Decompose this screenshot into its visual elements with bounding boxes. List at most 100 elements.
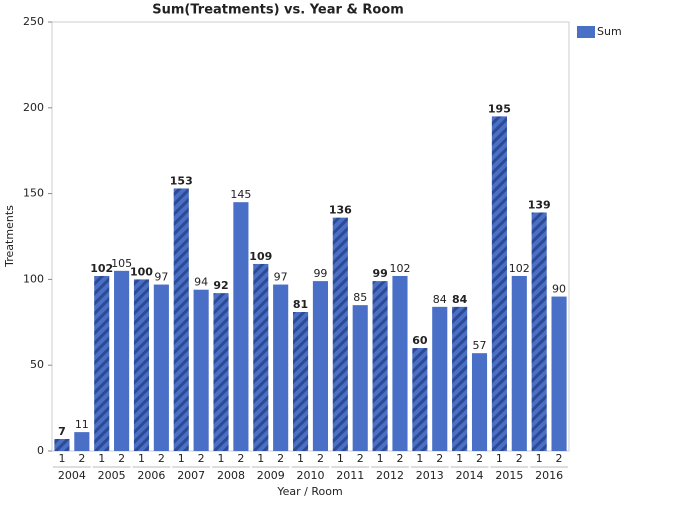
value-label: 153: [170, 174, 193, 187]
value-label: 102: [509, 262, 530, 275]
bar: [471, 353, 488, 451]
y-tick-label: 250: [23, 15, 44, 28]
bar: [312, 281, 328, 451]
x-tick-label: 2: [396, 452, 403, 465]
x-group-label: 2010: [297, 469, 325, 482]
x-tick-label: 2: [78, 452, 85, 465]
y-axis-title: Treatments: [3, 205, 16, 268]
value-label: 92: [213, 279, 228, 292]
value-label: 94: [194, 276, 208, 289]
value-label: 105: [111, 257, 132, 270]
plot-frame: [51, 21, 570, 452]
value-label: 97: [274, 271, 288, 284]
x-tick-label: 2: [476, 452, 483, 465]
x-group-label: 2009: [257, 469, 285, 482]
value-label: 7: [58, 425, 66, 438]
value-label: 139: [528, 198, 551, 211]
x-group-label: 2014: [456, 469, 484, 482]
bar: [332, 217, 348, 451]
x-tick-label: 1: [98, 452, 105, 465]
x-group-label: 2004: [58, 469, 86, 482]
x-tick-label: 1: [536, 452, 543, 465]
value-label: 99: [372, 267, 387, 280]
bar: [74, 432, 90, 451]
x-group-label: 2015: [495, 469, 523, 482]
x-tick-label: 1: [337, 452, 344, 465]
y-tick-label: 100: [23, 272, 44, 285]
bar: [233, 202, 249, 451]
x-tick-label: 2: [357, 452, 364, 465]
value-label: 102: [90, 262, 113, 275]
bar: [452, 306, 468, 451]
x-tick-label: 1: [416, 452, 423, 465]
legend-label: Sum: [597, 25, 622, 38]
x-tick-label: 2: [317, 452, 324, 465]
bar: [531, 212, 547, 451]
bar: [352, 305, 368, 451]
bar: [273, 284, 289, 451]
x-group-label: 2006: [137, 469, 165, 482]
value-label: 90: [552, 283, 566, 296]
x-tick-label: 1: [456, 452, 463, 465]
bar: [173, 188, 189, 451]
bar: [412, 348, 428, 451]
x-tick-label: 2: [237, 452, 244, 465]
value-label: 99: [313, 267, 327, 280]
bar: [54, 438, 70, 451]
bar: [94, 275, 110, 451]
x-tick-label: 1: [377, 452, 384, 465]
x-tick-label: 1: [138, 452, 145, 465]
value-label: 136: [329, 204, 352, 217]
x-tick-label: 1: [496, 452, 503, 465]
x-tick-label: 2: [556, 452, 563, 465]
legend-swatch: [577, 26, 595, 38]
value-label: 11: [75, 418, 89, 431]
value-label: 84: [452, 293, 468, 306]
bar: [372, 281, 388, 451]
x-group-label: 2012: [376, 469, 404, 482]
value-label: 145: [230, 188, 251, 201]
bar: [253, 263, 269, 451]
x-group-label: 2008: [217, 469, 245, 482]
bar: [392, 275, 408, 451]
value-label: 102: [389, 262, 410, 275]
value-label: 100: [130, 265, 153, 278]
x-group-label: 2005: [98, 469, 126, 482]
x-group-label: 2013: [416, 469, 444, 482]
x-tick-label: 2: [277, 452, 284, 465]
x-tick-label: 1: [257, 452, 264, 465]
bar: [491, 116, 507, 451]
x-group-label: 2016: [535, 469, 563, 482]
value-label: 60: [412, 334, 428, 347]
x-group-label: 2007: [177, 469, 205, 482]
value-label: 85: [353, 291, 367, 304]
y-tick-label: 150: [23, 187, 44, 200]
x-tick-label: 1: [58, 452, 65, 465]
value-label: 84: [433, 293, 447, 306]
x-group-label: 2011: [336, 469, 364, 482]
bar: [193, 289, 209, 451]
x-tick-label: 1: [178, 452, 185, 465]
bar: [114, 270, 130, 451]
bar: [213, 293, 229, 451]
y-tick-label: 200: [23, 101, 44, 114]
y-tick-label: 0: [37, 444, 44, 457]
x-tick-label: 2: [158, 452, 165, 465]
chart-title: Sum(Treatments) vs. Year & Room: [152, 3, 404, 18]
x-axis-title: Year / Room: [276, 485, 342, 498]
value-label: 81: [293, 298, 308, 311]
x-tick-label: 2: [516, 452, 523, 465]
value-label: 57: [473, 339, 487, 352]
bar: [153, 284, 169, 451]
x-tick-label: 2: [436, 452, 443, 465]
value-label: 195: [488, 102, 511, 115]
x-tick-label: 1: [218, 452, 225, 465]
bar: [432, 306, 448, 451]
bar: [511, 275, 527, 451]
x-tick-label: 2: [118, 452, 125, 465]
x-tick-label: 1: [297, 452, 304, 465]
value-label: 97: [154, 271, 168, 284]
y-tick-label: 50: [30, 358, 44, 371]
x-tick-label: 2: [198, 452, 205, 465]
